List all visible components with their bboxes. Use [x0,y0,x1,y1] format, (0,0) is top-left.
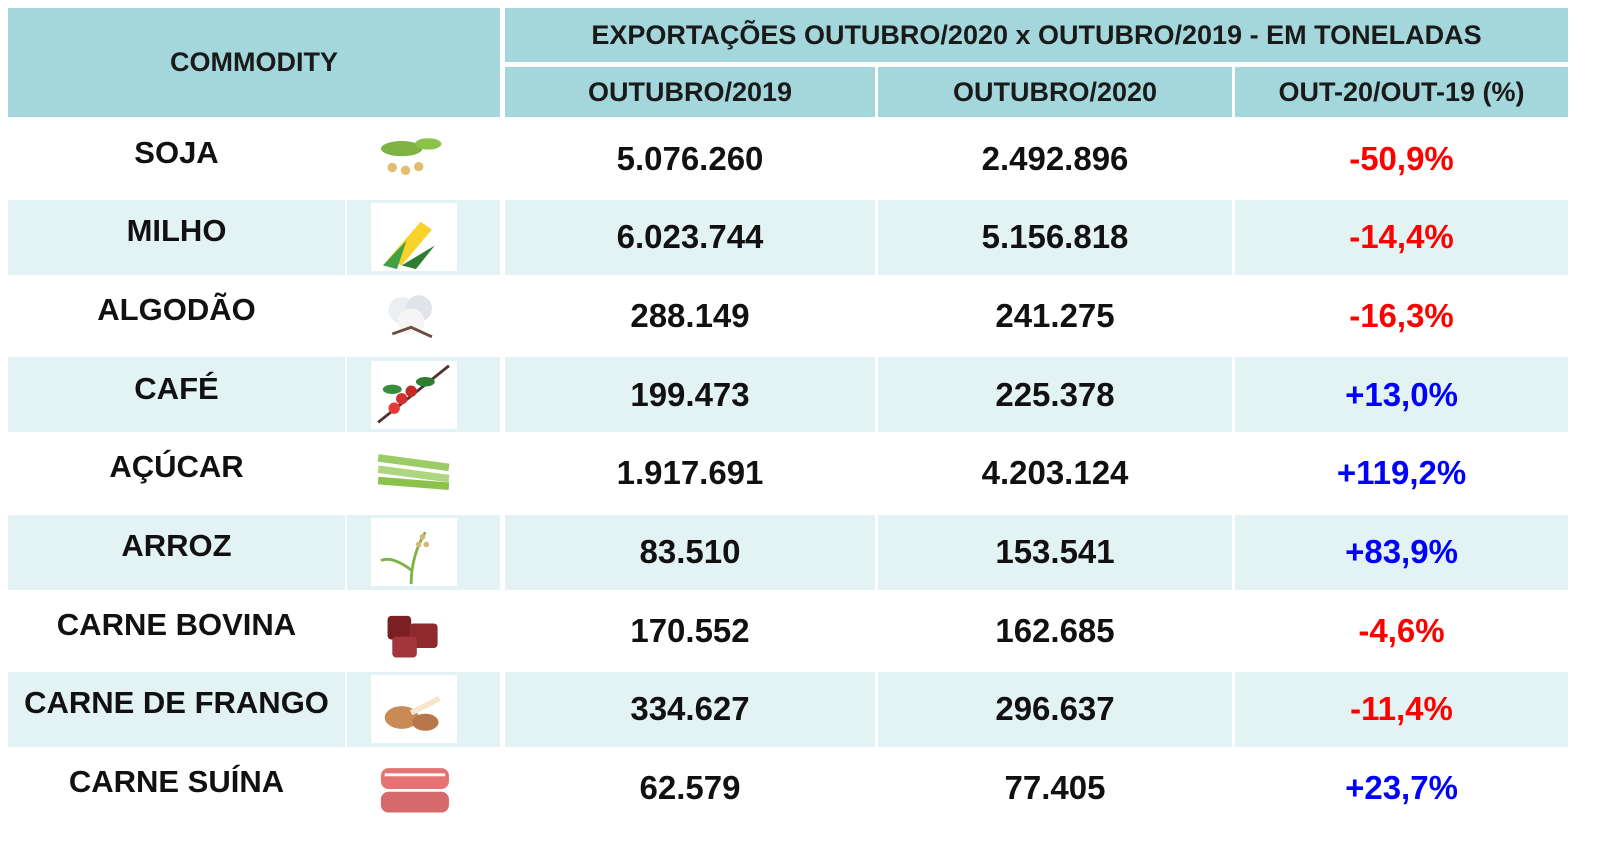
commodity-icon [371,125,457,193]
commodity-icon [371,754,457,822]
percent-change: +13,0% [1235,357,1568,432]
tonnage: 153.541 [878,515,1232,590]
tonnage: 5.156.818 [878,200,1232,275]
column-header: OUTUBRO/2019 [505,67,875,117]
percent-change: +23,7% [1235,751,1568,826]
icon-cell [347,278,500,353]
percent-change: -50,9% [1235,121,1568,196]
icon [371,597,457,665]
commodity-icon [371,518,457,586]
commodity-header: COMMODITY [8,8,500,117]
column-header: OUT-20/OUT-19 (%) [1235,67,1568,117]
icon [371,754,457,822]
commodity-name: CARNE BOVINA [8,593,345,668]
commodity-name: AÇÚCAR [8,436,345,511]
commodity-icon [371,203,457,271]
tonnage: 288.149 [505,278,875,353]
icon-cell [347,751,500,826]
tonnage: 199.473 [505,357,875,432]
tonnage: 77.405 [878,751,1232,826]
icon-cell [347,593,500,668]
percent-change: +119,2% [1235,436,1568,511]
tonnage: 170.552 [505,593,875,668]
icon-cell [347,436,500,511]
tonnage: 241.275 [878,278,1232,353]
tonnage: 62.579 [505,751,875,826]
percent-change: -16,3% [1235,278,1568,353]
percent-change: -14,4% [1235,200,1568,275]
tonnage: 5.076.260 [505,121,875,196]
icon [371,282,457,350]
tonnage: 4.203.124 [878,436,1232,511]
table-title: EXPORTAÇÕES OUTUBRO/2020 x OUTUBRO/2019 … [505,8,1568,62]
icon-cell [347,121,500,196]
icon-cell [347,515,500,590]
tonnage: 296.637 [878,672,1232,747]
icon [371,439,457,507]
commodity-name: CAFÉ [8,357,345,432]
commodity-name: ARROZ [8,515,345,590]
percent-change: -11,4% [1235,672,1568,747]
tonnage: 334.627 [505,672,875,747]
percent-change: -4,6% [1235,593,1568,668]
percent-change: +83,9% [1235,515,1568,590]
tonnage: 162.685 [878,593,1232,668]
commodity-name: CARNE DE FRANGO [8,672,345,747]
commodity-name: CARNE SUÍNA [8,751,345,826]
commodity-name: ALGODÃO [8,278,345,353]
commodity-icon [371,675,457,743]
commodity-icon [371,361,457,429]
icon [371,518,457,586]
tonnage: 225.378 [878,357,1232,432]
icon [371,125,457,193]
icon-cell [347,200,500,275]
icon [371,675,457,743]
tonnage: 1.917.691 [505,436,875,511]
icon-cell [347,672,500,747]
table-page: COMMODITY EXPORTAÇÕES OUTUBRO/2020 x OUT… [0,0,1621,847]
column-header: OUTUBRO/2020 [878,67,1232,117]
icon [371,203,457,271]
tonnage: 83.510 [505,515,875,590]
tonnage: 2.492.896 [878,121,1232,196]
commodity-icon [371,597,457,665]
tonnage: 6.023.744 [505,200,875,275]
commodity-icon [371,282,457,350]
icon-cell [347,357,500,432]
commodity-name: MILHO [8,200,345,275]
commodity-icon [371,439,457,507]
commodity-name: SOJA [8,121,345,196]
icon [371,361,457,429]
